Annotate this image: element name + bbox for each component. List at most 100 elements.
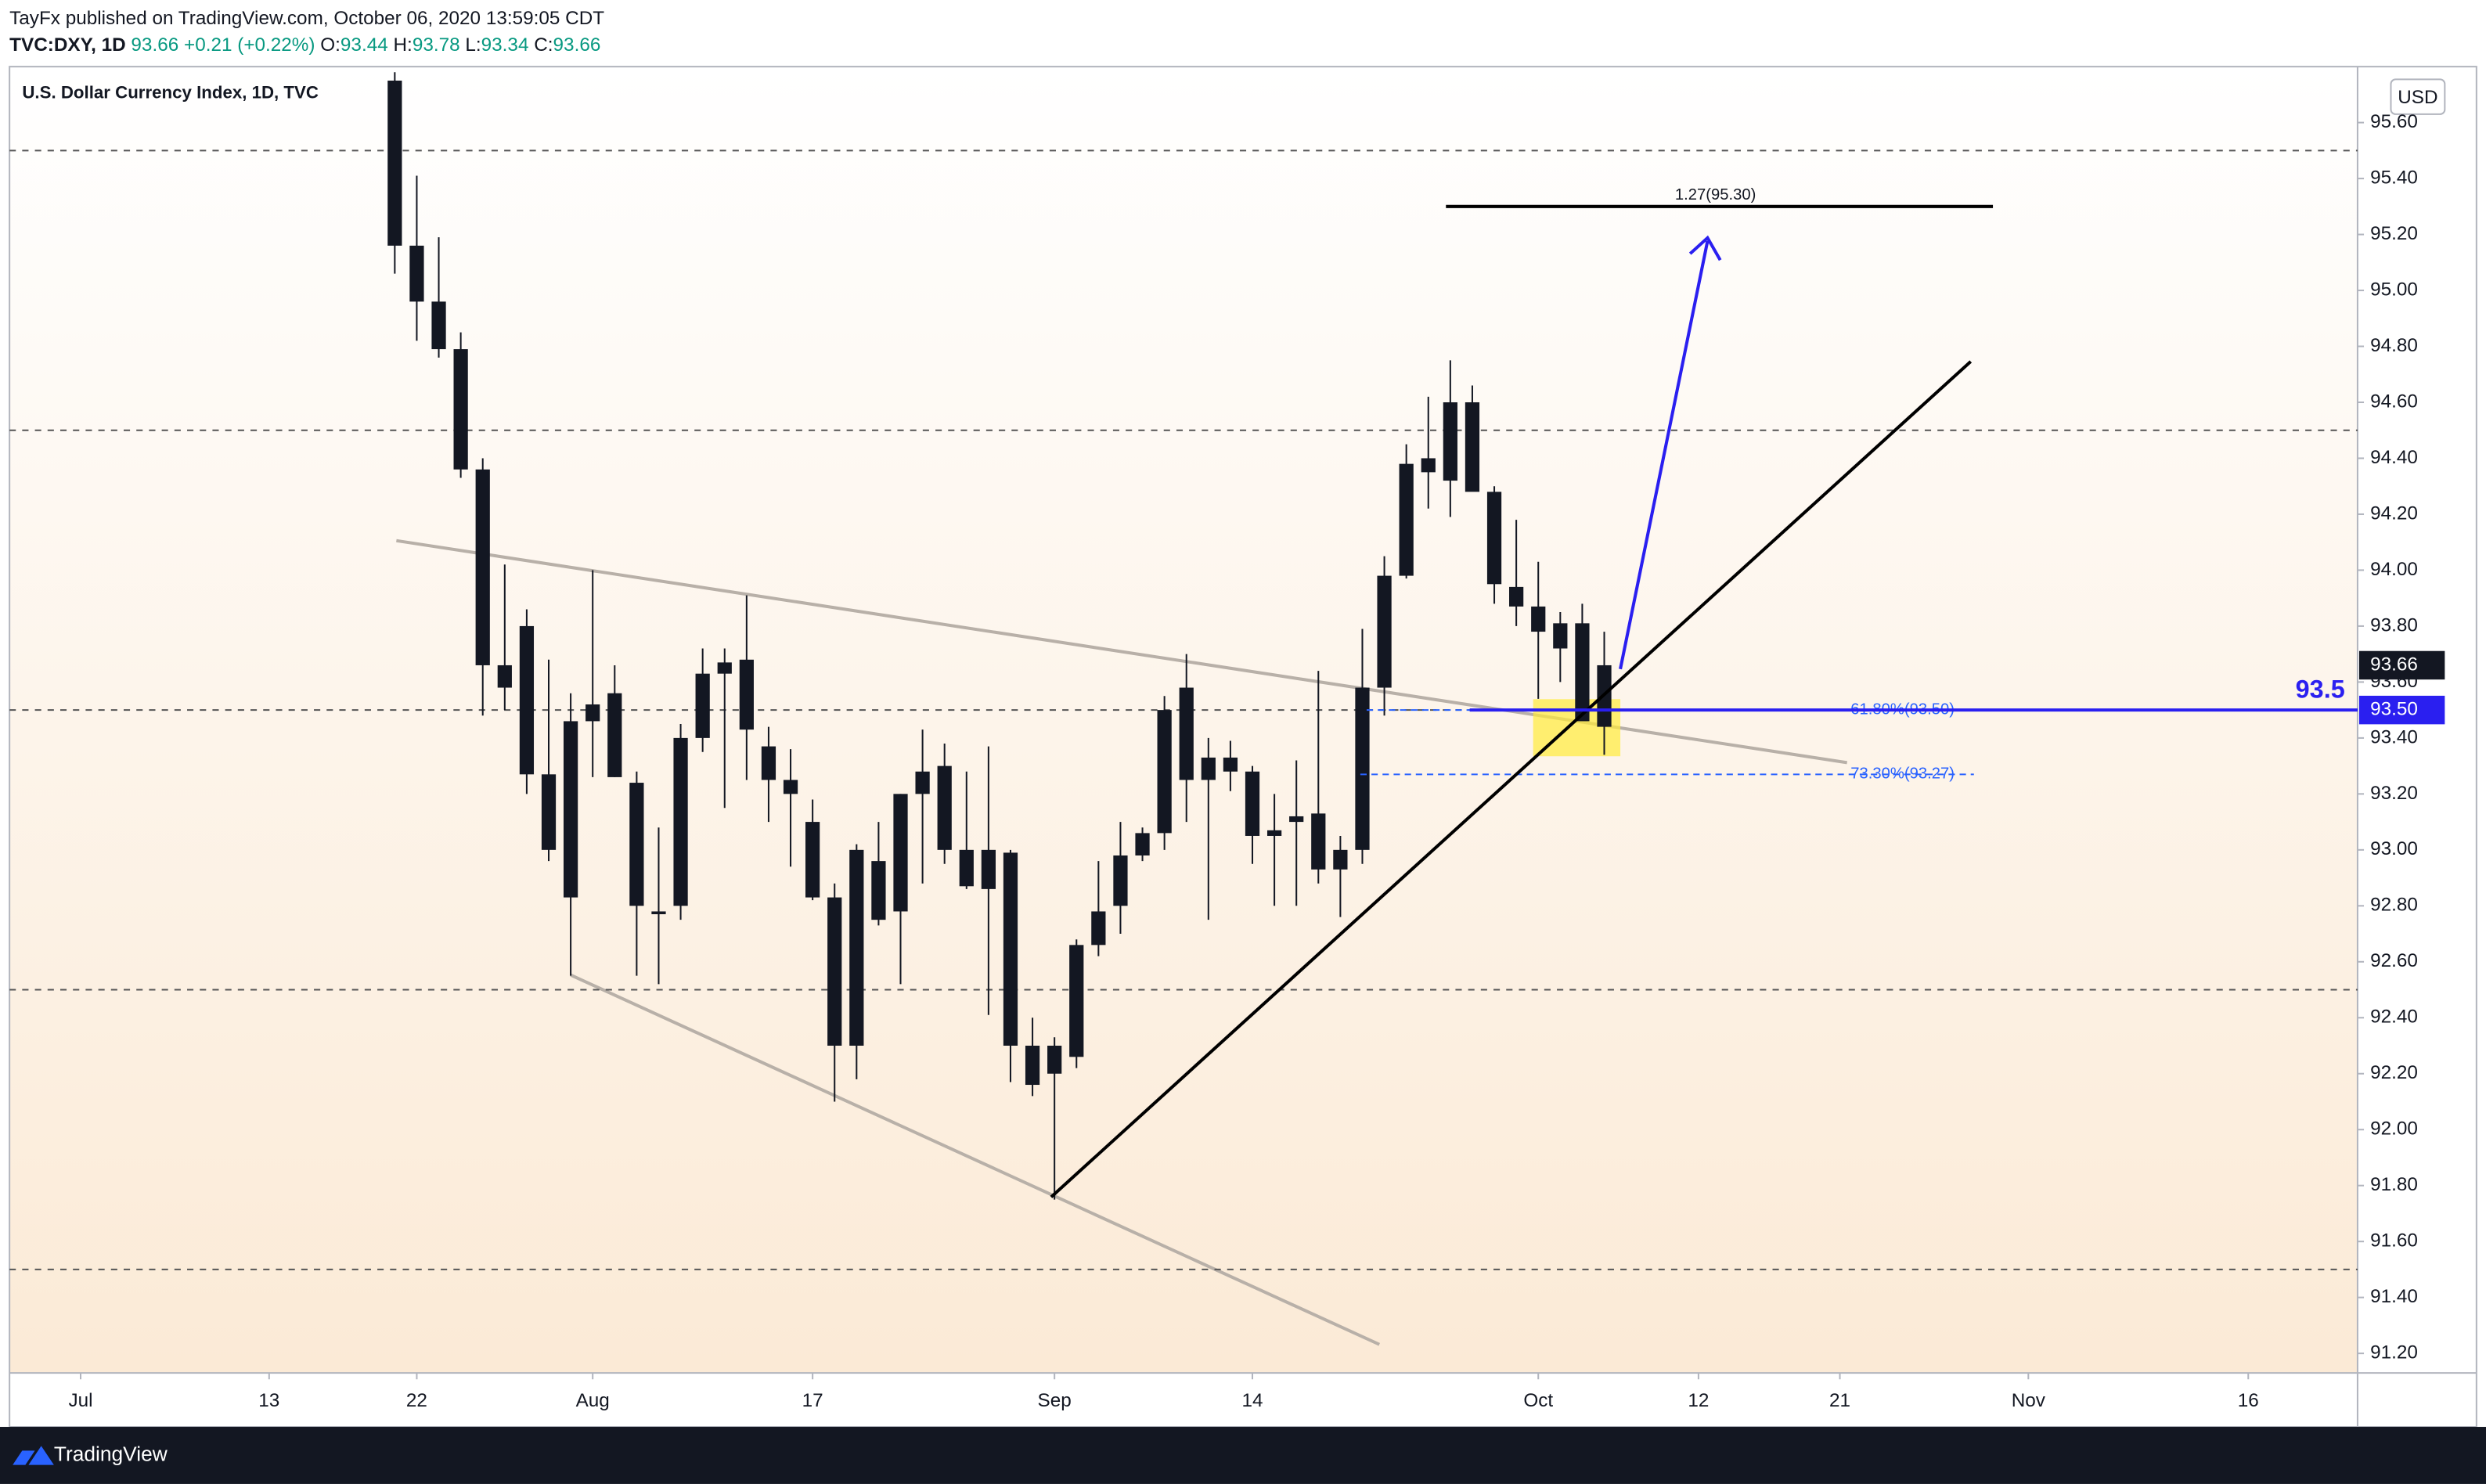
candle-body [541, 774, 557, 850]
candle-body [1179, 687, 1194, 780]
x-tick-label: Aug [576, 1390, 610, 1411]
candle-body [1465, 402, 1480, 492]
currency: USD [2398, 87, 2437, 108]
candle-body [1355, 687, 1370, 850]
y-tick-label: 92.20 [2370, 1062, 2418, 1083]
candle-body [1201, 757, 1216, 780]
candle-body [1113, 855, 1128, 906]
symbol: TVC:DXY, 1D [9, 34, 126, 56]
candle-body [563, 721, 578, 898]
ohlc-key: C: [534, 34, 553, 56]
candle-body [497, 665, 512, 688]
candle-body [1157, 710, 1172, 834]
x-tick-label: 22 [406, 1390, 427, 1411]
candle-body [475, 469, 490, 665]
candle-body [1069, 945, 1084, 1057]
y-tick-label: 93.80 [2370, 614, 2418, 636]
y-tick-label: 91.80 [2370, 1174, 2418, 1195]
publisher: TayFx published on TradingView.com, Octo… [9, 8, 604, 29]
candle-body [1509, 586, 1524, 607]
y-tick-label: 94.60 [2370, 391, 2418, 412]
y-tick-label: 94.20 [2370, 502, 2418, 524]
price-tag-label: 93.50 [2370, 699, 2418, 720]
candle-body [871, 861, 886, 920]
candle-body [849, 849, 864, 1046]
x-tick-label: 21 [1829, 1390, 1850, 1411]
x-tick-label: 12 [1688, 1390, 1709, 1411]
candle-body [453, 349, 468, 470]
y-tick-label: 92.60 [2370, 950, 2418, 971]
candle-body [1003, 852, 1018, 1046]
candle-body [827, 897, 842, 1046]
candle-body [629, 783, 644, 906]
candle-body [937, 765, 952, 850]
marks [9, 72, 2358, 1270]
y-tick-label: 91.20 [2370, 1342, 2418, 1363]
currency-box [2390, 78, 2446, 115]
x-tick-label: Nov [2012, 1390, 2046, 1411]
footer-bar [0, 1427, 2486, 1484]
candle-body [805, 822, 820, 898]
y-tick-label: 93.00 [2370, 838, 2418, 859]
ohlc-value: 93.34 [481, 34, 529, 56]
ohlc-key: H: [394, 34, 413, 56]
candle-body [607, 693, 622, 777]
candle-body [1399, 463, 1414, 576]
candle-body [695, 673, 710, 738]
candle-body [1245, 771, 1260, 836]
arrow-head [1688, 235, 1722, 261]
candle-body [1047, 1046, 1062, 1074]
change: +0.21 (+0.22%) [184, 34, 315, 56]
candle-body [783, 780, 798, 794]
ohlc-value: 93.66 [553, 34, 601, 56]
y-tick-label: 95.40 [2370, 167, 2418, 189]
candle-body [893, 794, 908, 912]
y-tick-label: 94.00 [2370, 559, 2418, 580]
y-tick-label: 92.80 [2370, 895, 2418, 916]
y-tick-label: 94.80 [2370, 335, 2418, 356]
y-tick-label: 95.20 [2370, 223, 2418, 244]
logo [13, 1446, 54, 1465]
ohlc-value: 93.78 [413, 34, 460, 56]
y-tick-label: 92.00 [2370, 1118, 2418, 1140]
candle-body [409, 245, 424, 302]
candle-body [519, 625, 535, 775]
candle-body [651, 911, 666, 915]
x-tick-label: 13 [258, 1390, 279, 1411]
y-tick-label: 95.60 [2370, 111, 2418, 132]
candle-body [1135, 833, 1150, 855]
candle-body [1025, 1046, 1040, 1086]
y-tick-label: 91.60 [2370, 1230, 2418, 1252]
x-tick-label: Sep [1038, 1390, 1072, 1411]
x-tick-label: Jul [68, 1390, 92, 1411]
candle-body [1553, 623, 1568, 649]
candle-body [1311, 813, 1326, 870]
x-tick-label: Oct [1523, 1390, 1553, 1411]
candle-body [1289, 816, 1304, 823]
ohlc-key: O: [320, 34, 340, 56]
candle-body [761, 746, 776, 780]
x-tick-label: 17 [802, 1390, 823, 1411]
last: 93.66 [131, 34, 178, 56]
marked-level-note: 93.5 [2296, 675, 2345, 703]
candle-body [1531, 606, 1546, 632]
ohlc-key: L: [465, 34, 481, 56]
arrow [1619, 240, 1710, 670]
candle-body [739, 659, 754, 730]
y-tick-label: 94.40 [2370, 447, 2418, 468]
price-tag [2358, 695, 2445, 725]
y-tick-label: 95.00 [2370, 279, 2418, 300]
candle-body [1223, 757, 1238, 772]
y-tick-label: 93.40 [2370, 726, 2418, 747]
candle-body [1443, 402, 1457, 481]
trendline [1050, 360, 1973, 1198]
candle-body [1575, 623, 1590, 722]
symbol-line: TVC:DXY, 1D 93.66 +0.21 (+0.22%) O:93.44… [9, 34, 600, 56]
chart-title: U.S. Dollar Currency Index, 1D, TVC [22, 82, 319, 102]
candle-body [1377, 575, 1392, 688]
x-tick-label: 16 [2238, 1390, 2259, 1411]
candle-body [717, 662, 732, 674]
ohlc-value: 93.44 [340, 34, 388, 56]
y-tick-label: 91.40 [2370, 1286, 2418, 1307]
